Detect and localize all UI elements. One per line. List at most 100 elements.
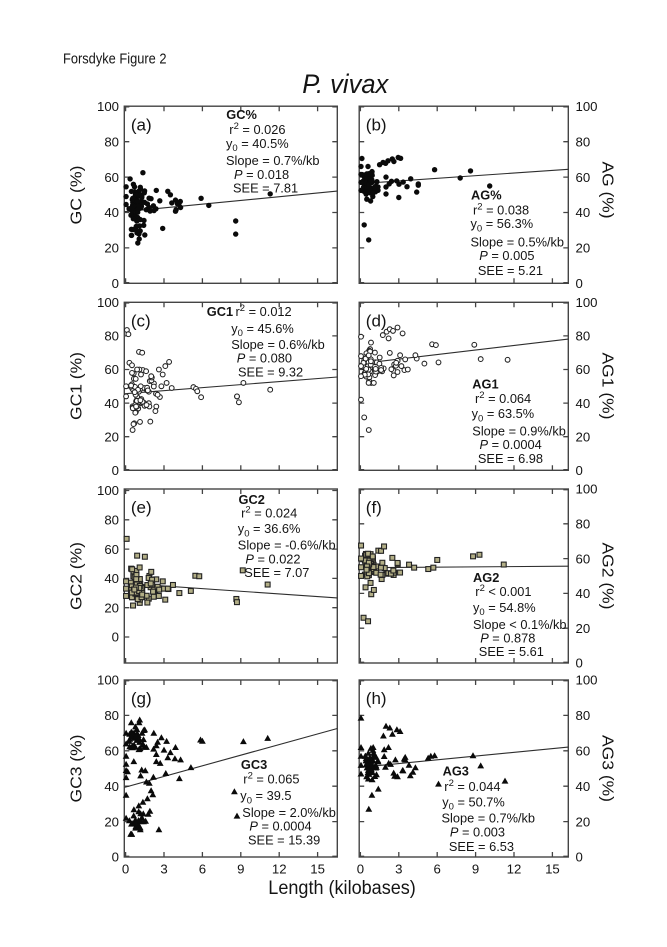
svg-text:100: 100 [97, 295, 119, 310]
svg-text:100: 100 [576, 99, 598, 114]
svg-text:20: 20 [104, 429, 119, 444]
svg-text:3: 3 [160, 862, 167, 877]
svg-text:y0 = 56.3%: y0 = 56.3% [471, 216, 534, 234]
svg-text:40: 40 [576, 205, 591, 220]
svg-text:Slope = 0.7%/kb: Slope = 0.7%/kb [442, 811, 536, 826]
svg-text:60: 60 [576, 744, 591, 759]
svg-text:6: 6 [434, 862, 441, 877]
svg-text:60: 60 [576, 362, 591, 377]
svg-text:AG%: AG% [471, 187, 502, 202]
svg-text:Slope = 0.5%/kb: Slope = 0.5%/kb [471, 235, 565, 250]
svg-text:60: 60 [576, 170, 591, 185]
svg-text:AG1: AG1 [472, 376, 498, 391]
svg-text:80: 80 [104, 329, 119, 344]
svg-text:60: 60 [104, 542, 119, 557]
svg-text:SEE = 6.98: SEE = 6.98 [478, 451, 543, 466]
svg-text:GC2: GC2 [239, 492, 265, 507]
svg-text:12: 12 [507, 862, 522, 877]
svg-text:12: 12 [272, 862, 287, 877]
svg-text:0: 0 [576, 850, 583, 865]
svg-text:3: 3 [395, 862, 402, 877]
svg-text:100: 100 [576, 673, 598, 688]
svg-text:Length (kilobases): Length (kilobases) [268, 878, 416, 899]
svg-text:P = 0.022: P = 0.022 [245, 551, 300, 566]
svg-text:P = 0.005: P = 0.005 [479, 248, 534, 263]
svg-text:100: 100 [97, 483, 119, 498]
svg-text:(h): (h) [366, 689, 387, 708]
svg-text:(e): (e) [131, 498, 152, 517]
svg-text:SEE = 5.21: SEE = 5.21 [478, 263, 543, 278]
svg-text:Forsdyke Figure 2: Forsdyke Figure 2 [63, 50, 167, 67]
svg-text:40: 40 [104, 396, 119, 411]
svg-text:P. vivax: P. vivax [302, 69, 390, 99]
svg-text:20: 20 [576, 621, 591, 636]
svg-text:15: 15 [310, 862, 325, 877]
svg-text:(d): (d) [366, 312, 387, 331]
svg-text:GC%: GC% [226, 107, 257, 122]
svg-text:60: 60 [104, 170, 119, 185]
svg-text:SEE = 7.07: SEE = 7.07 [244, 565, 309, 580]
svg-text:0: 0 [112, 276, 119, 291]
svg-text:(g): (g) [131, 689, 152, 708]
svg-text:0: 0 [112, 850, 119, 865]
svg-text:20: 20 [576, 241, 591, 256]
svg-text:80: 80 [576, 134, 591, 149]
svg-text:40: 40 [576, 396, 591, 411]
svg-text:0: 0 [576, 656, 583, 671]
svg-text:20: 20 [104, 241, 119, 256]
svg-text:0: 0 [357, 862, 364, 877]
svg-text:r2 = 0.024: r2 = 0.024 [241, 505, 297, 521]
svg-text:AG (%): AG (%) [599, 162, 616, 219]
svg-text:(c): (c) [131, 312, 151, 331]
svg-text:P = 0.0004: P = 0.0004 [249, 819, 311, 834]
svg-text:80: 80 [576, 517, 591, 532]
svg-text:80: 80 [576, 708, 591, 723]
svg-text:SEE = 7.81: SEE = 7.81 [233, 181, 298, 196]
svg-text:40: 40 [104, 779, 119, 794]
svg-text:GC3 (%): GC3 (%) [69, 735, 86, 803]
svg-text:80: 80 [576, 329, 591, 344]
svg-text:6: 6 [199, 862, 206, 877]
svg-text:Slope = 0.9%/kb: Slope = 0.9%/kb [472, 424, 566, 439]
svg-text:y0 = 36.6%: y0 = 36.6% [238, 521, 301, 539]
svg-text:15: 15 [545, 862, 560, 877]
svg-text:0: 0 [122, 862, 129, 877]
svg-text:P = 0.080: P = 0.080 [237, 350, 292, 365]
svg-text:Slope < 0.1%/kb: Slope < 0.1%/kb [473, 617, 567, 632]
svg-text:AG2: AG2 [473, 570, 499, 585]
svg-text:20: 20 [104, 600, 119, 615]
svg-text:y0 = 54.8%: y0 = 54.8% [473, 600, 536, 618]
svg-text:0: 0 [112, 630, 119, 645]
svg-text:r2 = 0.038: r2 = 0.038 [473, 202, 529, 218]
svg-text:0: 0 [112, 463, 119, 478]
svg-text:y0 = 50.7%: y0 = 50.7% [442, 794, 505, 812]
svg-text:(a): (a) [131, 115, 152, 134]
svg-text:40: 40 [576, 586, 591, 601]
svg-text:r2 < 0.001: r2 < 0.001 [475, 583, 531, 599]
svg-text:0: 0 [576, 463, 583, 478]
svg-text:Slope = -0.6%/kb: Slope = -0.6%/kb [238, 537, 336, 552]
svg-text:GC (%): GC (%) [69, 166, 86, 225]
svg-text:60: 60 [104, 744, 119, 759]
svg-text:GC1: GC1 [207, 304, 233, 319]
svg-text:(f): (f) [366, 498, 382, 517]
svg-text:(b): (b) [366, 115, 387, 134]
svg-text:GC1 (%): GC1 (%) [69, 352, 86, 420]
svg-text:20: 20 [104, 814, 119, 829]
svg-text:80: 80 [104, 708, 119, 723]
svg-text:20: 20 [576, 814, 591, 829]
svg-text:0: 0 [576, 276, 583, 291]
svg-text:SEE = 9.32: SEE = 9.32 [238, 365, 303, 380]
svg-text:P = 0.0004: P = 0.0004 [480, 437, 542, 452]
svg-text:100: 100 [97, 99, 119, 114]
svg-text:SEE = 15.39: SEE = 15.39 [248, 833, 320, 848]
svg-text:P = 0.018: P = 0.018 [234, 167, 289, 182]
svg-text:100: 100 [576, 295, 598, 310]
svg-text:y0 = 63.5%: y0 = 63.5% [472, 406, 535, 424]
svg-text:P = 0.878: P = 0.878 [480, 630, 535, 645]
svg-text:r2 = 0.012: r2 = 0.012 [236, 303, 292, 319]
svg-text:y0 = 45.6%: y0 = 45.6% [231, 321, 294, 339]
svg-text:AG2 (%): AG2 (%) [599, 543, 616, 610]
svg-text:40: 40 [104, 571, 119, 586]
svg-text:AG1 (%): AG1 (%) [599, 353, 616, 420]
